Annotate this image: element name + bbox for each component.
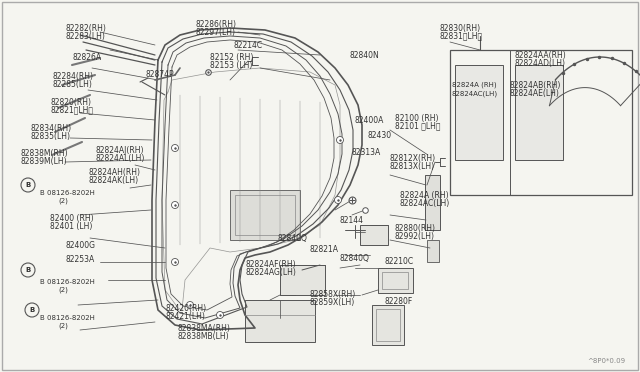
Text: 82839M(LH): 82839M(LH)	[20, 157, 67, 166]
Text: 82838M(RH): 82838M(RH)	[20, 148, 68, 157]
Text: 82400A: 82400A	[355, 115, 385, 125]
Text: 82880(RH): 82880(RH)	[395, 224, 436, 232]
Text: 82813X(LH): 82813X(LH)	[390, 161, 435, 170]
Text: 82859X(LH): 82859X(LH)	[310, 298, 355, 308]
Text: 82824A (RH): 82824A (RH)	[400, 190, 449, 199]
Text: 82824AA(RH): 82824AA(RH)	[515, 51, 567, 60]
Text: 82297(LH): 82297(LH)	[196, 28, 236, 36]
Text: 82830(RH): 82830(RH)	[440, 23, 481, 32]
Text: 82838MA(RH): 82838MA(RH)	[178, 324, 231, 333]
Text: 82824AC(LH): 82824AC(LH)	[400, 199, 451, 208]
Text: B 08126-8202H: B 08126-8202H	[40, 279, 95, 285]
Bar	[515, 65, 563, 160]
Text: 82821〈LH〉: 82821〈LH〉	[50, 106, 93, 115]
Text: (2): (2)	[58, 323, 68, 329]
Text: B: B	[26, 267, 31, 273]
Text: 82153 (LH): 82153 (LH)	[210, 61, 252, 70]
Circle shape	[25, 303, 39, 317]
Text: 82831〈LH〉: 82831〈LH〉	[440, 32, 483, 41]
Text: 82834(RH): 82834(RH)	[30, 124, 71, 132]
Circle shape	[186, 301, 193, 308]
Text: 82821A: 82821A	[310, 246, 339, 254]
Text: ^8P0*0.09: ^8P0*0.09	[587, 358, 625, 364]
Text: 82152 (RH): 82152 (RH)	[210, 52, 253, 61]
Circle shape	[172, 202, 179, 208]
Bar	[455, 65, 503, 160]
Text: 82430: 82430	[368, 131, 392, 140]
Text: 82824AJ(RH): 82824AJ(RH)	[95, 145, 143, 154]
Text: 82824AD(LH): 82824AD(LH)	[515, 58, 566, 67]
Bar	[372, 305, 404, 345]
Text: 82283(LH): 82283(LH)	[65, 32, 105, 41]
Text: B: B	[26, 182, 31, 188]
Bar	[360, 225, 388, 245]
Bar	[245, 300, 315, 342]
Bar	[376, 309, 400, 341]
Text: 82400G: 82400G	[65, 241, 95, 250]
Text: 82992(LH): 82992(LH)	[395, 231, 435, 241]
Text: 82210C: 82210C	[385, 257, 414, 266]
Text: 82820(RH): 82820(RH)	[50, 97, 91, 106]
Text: 82835(LH): 82835(LH)	[30, 131, 70, 141]
Text: 82824AB(RH): 82824AB(RH)	[510, 80, 561, 90]
Bar	[235, 195, 295, 235]
Text: 82824AC(LH): 82824AC(LH)	[452, 91, 498, 97]
Bar	[450, 50, 632, 195]
Bar	[378, 268, 413, 293]
Text: (2): (2)	[58, 287, 68, 293]
Text: 82824AF(RH): 82824AF(RH)	[245, 260, 296, 269]
Circle shape	[21, 263, 35, 277]
Text: 82858X(RH): 82858X(RH)	[310, 291, 356, 299]
Text: 82214C: 82214C	[234, 41, 263, 49]
Text: 82824AK(LH): 82824AK(LH)	[88, 176, 138, 185]
Bar	[230, 190, 300, 240]
Circle shape	[337, 137, 344, 144]
Text: (2): (2)	[58, 198, 68, 204]
Text: 82824A (RH): 82824A (RH)	[452, 82, 497, 88]
Circle shape	[216, 311, 223, 318]
Circle shape	[172, 259, 179, 266]
Text: 82420(RH): 82420(RH)	[165, 304, 206, 312]
Text: 82824AL(LH): 82824AL(LH)	[95, 154, 145, 163]
Circle shape	[172, 144, 179, 151]
Polygon shape	[162, 68, 340, 310]
Text: B: B	[29, 307, 35, 313]
Text: 82824AG(LH): 82824AG(LH)	[245, 269, 296, 278]
Circle shape	[21, 178, 35, 192]
Text: 82874P: 82874P	[146, 70, 175, 78]
Text: B 08126-8202H: B 08126-8202H	[40, 190, 95, 196]
Bar	[427, 240, 439, 262]
Text: 82421(LH): 82421(LH)	[165, 311, 205, 321]
Text: 82824AE(LH): 82824AE(LH)	[510, 89, 560, 97]
Text: 82400 (RH): 82400 (RH)	[50, 214, 93, 222]
Text: 82401 (LH): 82401 (LH)	[50, 221, 92, 231]
Bar	[425, 175, 440, 230]
Text: 82100 (RH): 82100 (RH)	[395, 113, 438, 122]
Text: 82280F: 82280F	[385, 298, 413, 307]
Text: 82313A: 82313A	[352, 148, 381, 157]
Text: 82144: 82144	[340, 215, 364, 224]
Text: 82101 〈LH〉: 82101 〈LH〉	[395, 122, 440, 131]
Bar	[280, 265, 325, 295]
Text: 82838MB(LH): 82838MB(LH)	[178, 331, 230, 340]
Text: 82285(LH): 82285(LH)	[52, 80, 92, 89]
Text: 82286(RH): 82286(RH)	[196, 19, 237, 29]
Text: 82840Q: 82840Q	[340, 253, 370, 263]
Text: 82826A: 82826A	[72, 52, 101, 61]
Text: 82282(RH): 82282(RH)	[65, 23, 106, 32]
Text: 82824AH(RH): 82824AH(RH)	[88, 167, 140, 176]
Text: B 08126-8202H: B 08126-8202H	[40, 315, 95, 321]
Text: 82840Q: 82840Q	[278, 234, 308, 243]
Text: 82284(RH): 82284(RH)	[52, 71, 93, 80]
Text: 82812X(RH): 82812X(RH)	[390, 154, 436, 163]
Bar	[382, 272, 408, 289]
Text: 82840N: 82840N	[350, 51, 380, 60]
Circle shape	[335, 196, 342, 203]
Text: 82253A: 82253A	[65, 256, 94, 264]
